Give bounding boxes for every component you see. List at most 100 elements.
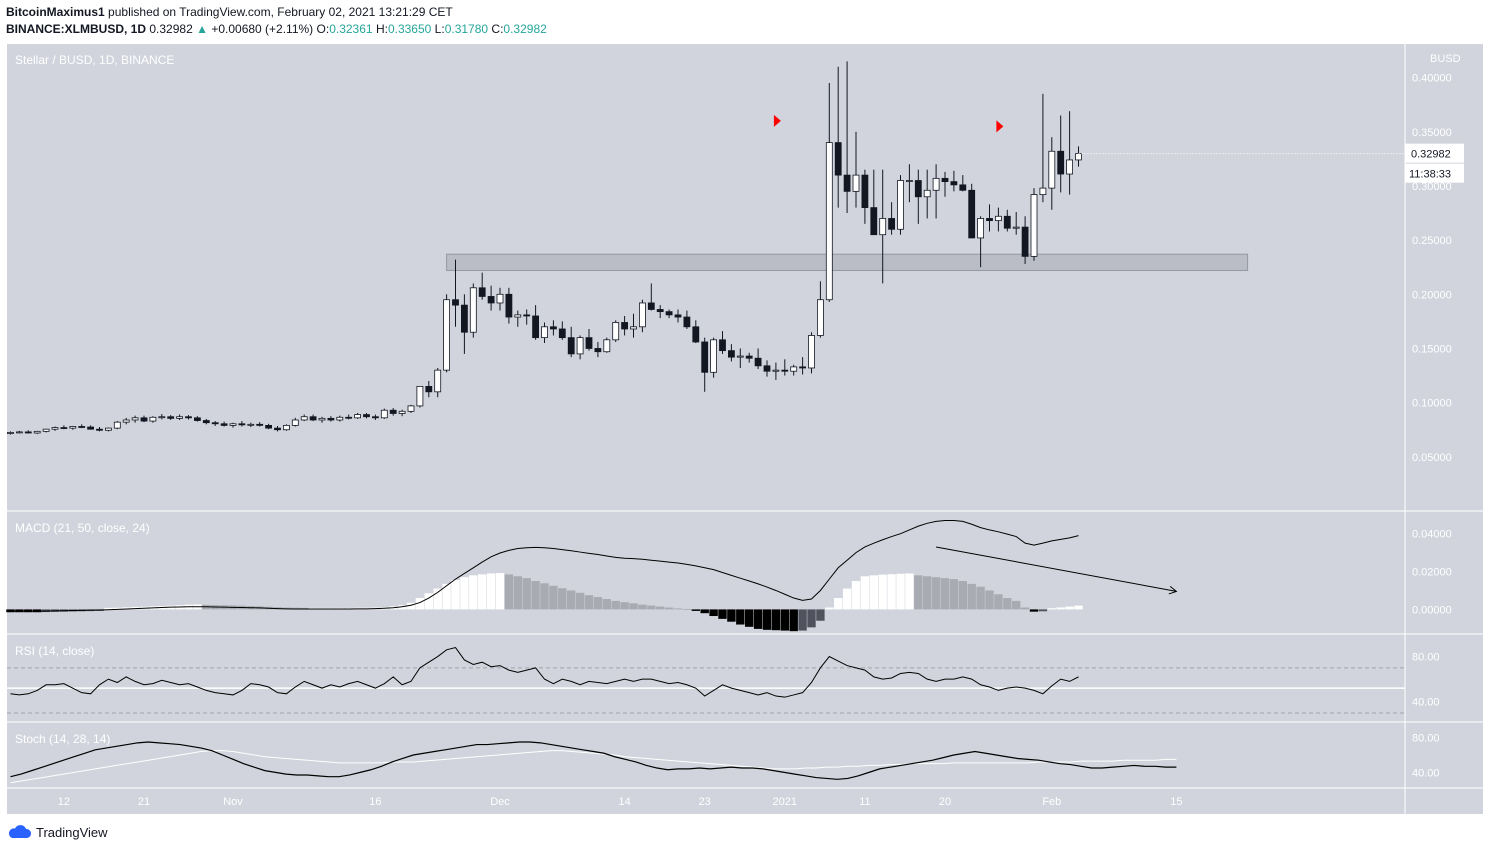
macd-histogram-bar	[834, 598, 843, 610]
candle-down	[594, 348, 602, 353]
candle-down	[345, 416, 353, 419]
candle-down	[986, 218, 993, 222]
price-tick-label: 0.35000	[1412, 127, 1452, 139]
footer-brand[interactable]: TradingView	[36, 824, 108, 840]
macd-histogram-bar	[816, 609, 825, 621]
author-name[interactable]: BitcoinMaximus1	[6, 5, 105, 19]
macd-histogram-bar	[851, 581, 861, 610]
candle-down	[834, 142, 842, 176]
rsi-pane-title: RSI (14, close)	[15, 644, 94, 658]
candle-up	[932, 177, 940, 191]
candle-up	[416, 385, 424, 407]
macd-histogram-bar	[531, 581, 540, 610]
candle-up	[630, 326, 637, 330]
candle-down	[327, 417, 335, 421]
candle-up	[897, 180, 904, 230]
macd-histogram-bar	[682, 609, 692, 611]
divergence-trend-line	[936, 546, 1177, 592]
macd-histogram-bar	[442, 583, 451, 610]
macd-histogram-bar	[460, 577, 469, 610]
low-value: 0.31780	[444, 22, 489, 36]
candle-down	[799, 366, 806, 369]
macd-tick-label: 0.02000	[1412, 567, 1452, 579]
candle-up	[1012, 226, 1020, 229]
close-value: 0.32982	[503, 22, 547, 36]
candle-down	[24, 431, 32, 434]
rsi-tick-label: 40.00	[1412, 697, 1440, 709]
candle-down	[621, 322, 628, 330]
macd-histogram-bar	[736, 609, 745, 625]
candle-up	[977, 218, 984, 239]
macd-histogram-bar	[789, 609, 798, 632]
symbol-label: BINANCE:XLMBUSD, 1D	[6, 22, 147, 36]
macd-line	[10, 519, 1079, 612]
macd-histogram-bar	[842, 588, 852, 610]
candle-up	[995, 215, 1002, 222]
candle-up	[122, 419, 130, 423]
macd-histogram-bar	[1012, 600, 1021, 610]
candle-down	[425, 385, 433, 393]
candle-up	[612, 322, 620, 341]
macd-histogram-bar	[762, 609, 772, 630]
candle-up	[443, 299, 451, 371]
tradingview-cloud-icon	[8, 825, 32, 838]
macd-histogram-bar	[923, 576, 932, 610]
candle-down	[96, 428, 103, 431]
candle-up	[603, 339, 611, 353]
published-text: published on TradingView.com, February 0…	[108, 5, 453, 19]
candle-down	[870, 207, 878, 236]
candle-down	[460, 304, 468, 333]
macd-histogram-bar	[522, 578, 531, 610]
macd-histogram-bar	[122, 607, 131, 610]
candle-up	[300, 416, 308, 421]
macd-histogram-bar	[424, 593, 433, 610]
candle-down	[683, 316, 691, 328]
time-axis-label: 16	[369, 796, 381, 808]
time-axis-label: 23	[699, 796, 711, 808]
time-axis-label: Nov	[223, 796, 243, 808]
candle-up	[808, 335, 815, 369]
candle-down	[185, 416, 192, 419]
candle-up	[469, 287, 477, 333]
candle-down	[478, 287, 486, 297]
macd-histogram-bar	[567, 590, 576, 610]
candle-up	[710, 339, 717, 373]
macd-histogram-bar	[495, 573, 505, 610]
candle-down	[968, 189, 976, 239]
macd-pane-title: MACD (21, 50, close, 24)	[15, 521, 150, 535]
macd-histogram-bar	[905, 573, 914, 610]
macd-histogram-bar	[994, 594, 1003, 610]
candle-up	[825, 142, 833, 301]
macd-tick-label: 0.04000	[1412, 529, 1452, 541]
macd-histogram-bar	[1020, 607, 1030, 610]
candle-down	[238, 423, 246, 426]
macd-histogram-bar	[602, 598, 611, 610]
macd-histogram-bar	[504, 574, 514, 610]
macd-histogram-bar	[709, 609, 718, 617]
candle-down	[888, 218, 895, 230]
candle-up	[229, 423, 237, 426]
candle-down	[60, 427, 68, 429]
candle-down	[140, 417, 148, 422]
price-tick-label: 0.20000	[1412, 289, 1452, 301]
candle-down	[167, 416, 175, 419]
candle-up	[7, 432, 14, 434]
candle-down	[265, 425, 273, 429]
macd-histogram-bar	[878, 574, 887, 610]
candle-up	[176, 416, 184, 419]
macd-histogram-bar	[967, 583, 976, 610]
candle-down	[363, 414, 370, 418]
candle-up	[736, 355, 744, 358]
candle-up	[15, 431, 23, 434]
candle-down	[754, 357, 762, 367]
candle-up	[790, 366, 798, 372]
candle-up	[514, 314, 522, 318]
candle-down	[567, 337, 575, 355]
macd-histogram-bar	[656, 606, 665, 610]
macd-histogram-bar	[1047, 608, 1056, 610]
macd-histogram-bar	[1003, 598, 1012, 610]
candle-down	[692, 326, 700, 343]
candle-up	[1039, 187, 1047, 196]
price-tick-label: 0.30000	[1412, 181, 1452, 193]
